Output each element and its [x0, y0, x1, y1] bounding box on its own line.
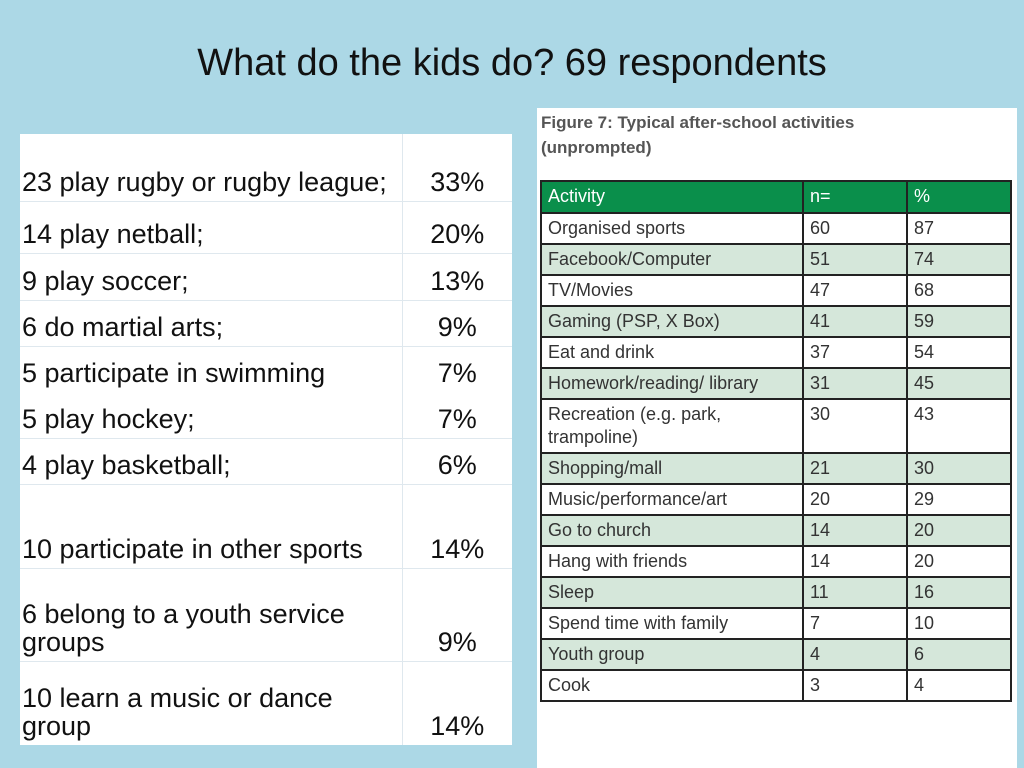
table-row: 6 belong to a youth service groups 9% [20, 568, 512, 662]
percent-cell: 4 [906, 669, 1012, 702]
row-label: 9 play soccer; [20, 253, 403, 301]
table-row: Spend time with family 7 10 [540, 607, 1012, 640]
activity-cell: Gaming (PSP, X Box) [540, 305, 804, 338]
percent-cell: 30 [906, 452, 1012, 485]
percent-cell: 74 [906, 243, 1012, 276]
percent-cell: 20 [906, 545, 1012, 578]
figure-caption: Figure 7: Typical after-school activitie… [541, 113, 855, 157]
table-row: Hang with friends 14 20 [540, 545, 1012, 578]
row-percent: 14% [401, 484, 512, 569]
n-cell: 3 [802, 669, 908, 702]
activity-cell: Spend time with family [540, 607, 804, 640]
activity-cell: Music/performance/art [540, 483, 804, 516]
row-percent: 13% [401, 253, 512, 301]
activity-cell: Shopping/mall [540, 452, 804, 485]
row-label: 5 participate in swimming [22, 358, 326, 388]
table-row: 5 play hockey; 7% [20, 392, 512, 439]
percent-cell: 45 [906, 367, 1012, 400]
table-row: Gaming (PSP, X Box) 41 59 [540, 305, 1012, 338]
n-cell: 4 [802, 638, 908, 671]
activity-cell: Organised sports [540, 212, 804, 245]
percent-cell: 54 [906, 336, 1012, 369]
table-row: Facebook/Computer 51 74 [540, 243, 1012, 276]
row-percent: 7% [401, 392, 512, 439]
table-row: Go to church 14 20 [540, 514, 1012, 547]
row-label: 4 play basketball; [20, 438, 403, 485]
table-row: Sleep 11 16 [540, 576, 1012, 609]
row-percent: 14% [401, 661, 512, 745]
sports-table: 23 play rugby or rugby league; 33% 14 pla… [20, 134, 512, 745]
row-label: 23 play rugby or rugby league; [20, 134, 403, 202]
table-row: 9 play soccer; 13% [20, 253, 512, 301]
header-activity: Activity [540, 180, 804, 214]
table-row: TV/Movies 47 68 [540, 274, 1012, 307]
table-row: 5 participate in swimming 7% [20, 346, 512, 392]
figure-panel: Figure 7: Typical after-school activitie… [537, 108, 1017, 768]
n-cell: 14 [802, 514, 908, 547]
table-row: Cook 3 4 [540, 669, 1012, 702]
activities-table: Activity n= % Organised sports 60 87 Faceb… [540, 180, 1012, 702]
row-percent: 6% [401, 438, 512, 485]
table-row: 10 learn a music or dance group 14% [20, 661, 512, 745]
n-cell: 31 [802, 367, 908, 400]
activity-cell: Cook [540, 669, 804, 702]
n-cell: 21 [802, 452, 908, 485]
table-row: Shopping/mall 21 30 [540, 452, 1012, 485]
row-percent: 9% [401, 300, 512, 347]
row-percent: 7% [401, 346, 512, 392]
table-row: 10 participate in other sports 14% [20, 484, 512, 569]
percent-cell: 6 [906, 638, 1012, 671]
row-label: 10 participate in other sports [20, 484, 403, 569]
n-cell: 37 [802, 336, 908, 369]
row-label: 5 play hockey; [20, 392, 403, 439]
activity-cell: Youth group [540, 638, 804, 671]
activity-cell: Homework/reading/ library [540, 367, 804, 400]
activity-cell: TV/Movies [540, 274, 804, 307]
percent-cell: 29 [906, 483, 1012, 516]
percent-cell: 20 [906, 514, 1012, 547]
row-label: 6 do martial arts; [20, 300, 403, 347]
n-cell: 20 [802, 483, 908, 516]
table-row: Organised sports 60 87 [540, 212, 1012, 245]
header-percent: % [906, 180, 1012, 214]
table-header-row: Activity n= % [540, 180, 1012, 214]
table-row: Homework/reading/ library 31 45 [540, 367, 1012, 400]
percent-cell: 43 [906, 398, 1012, 454]
n-cell: 11 [802, 576, 908, 609]
percent-cell: 16 [906, 576, 1012, 609]
activity-cell: Eat and drink [540, 336, 804, 369]
activity-cell: Recreation (e.g. park, trampoline) [540, 398, 804, 454]
row-percent: 33% [401, 134, 512, 202]
activity-cell: Facebook/Computer [540, 243, 804, 276]
n-cell: 60 [802, 212, 908, 245]
n-cell: 30 [802, 398, 908, 454]
header-n: n= [802, 180, 908, 214]
table-row: 23 play rugby or rugby league; 33% [20, 134, 512, 202]
table-row: 4 play basketball; 6% [20, 438, 512, 485]
activity-cell: Go to church [540, 514, 804, 547]
n-cell: 41 [802, 305, 908, 338]
n-cell: 7 [802, 607, 908, 640]
percent-cell: 10 [906, 607, 1012, 640]
percent-cell: 68 [906, 274, 1012, 307]
table-row: Eat and drink 37 54 [540, 336, 1012, 369]
table-row: Recreation (e.g. park, trampoline) 30 43 [540, 398, 1012, 454]
table-row: 6 do martial arts; 9% [20, 300, 512, 347]
activity-cell: Sleep [540, 576, 804, 609]
n-cell: 51 [802, 243, 908, 276]
slide-title: What do the kids do? 69 respondents [197, 42, 827, 84]
row-label: 10 learn a music or dance group [22, 683, 333, 741]
row-percent: 9% [401, 568, 512, 662]
table-row: Music/performance/art 20 29 [540, 483, 1012, 516]
row-label: 6 belong to a youth service groups [20, 568, 403, 662]
percent-cell: 87 [906, 212, 1012, 245]
percent-cell: 59 [906, 305, 1012, 338]
table-row: Youth group 4 6 [540, 638, 1012, 671]
n-cell: 14 [802, 545, 908, 578]
n-cell: 47 [802, 274, 908, 307]
activity-cell: Hang with friends [540, 545, 804, 578]
row-label: 14 play netball; [20, 201, 403, 254]
row-percent: 20% [401, 201, 512, 254]
table-row: 14 play netball; 20% [20, 201, 512, 254]
